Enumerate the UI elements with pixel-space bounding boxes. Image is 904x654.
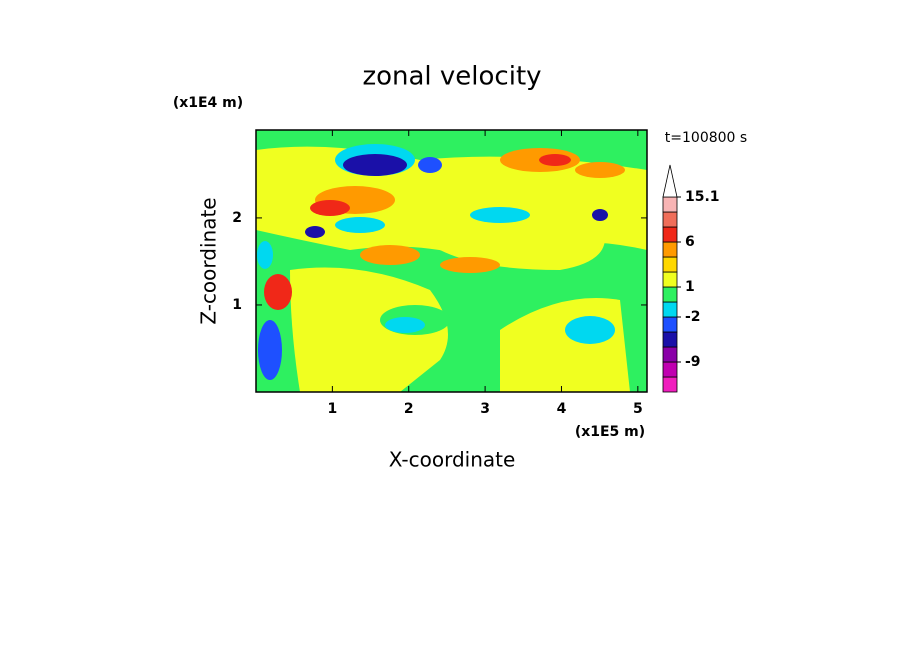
colorbar-tick-label: -9: [685, 354, 701, 370]
colorbar-bin: [662, 286, 678, 303]
y-tick-label: 1: [232, 297, 242, 313]
x-tick-label: 4: [557, 401, 567, 417]
colorbar-bin: [662, 316, 678, 333]
colorbar-bin: [662, 331, 678, 348]
x-tick-label: 5: [633, 401, 643, 417]
chart-title: zonal velocity: [362, 62, 541, 92]
contour-field: [256, 130, 647, 392]
colorbar-bin: [662, 196, 678, 213]
colorbar-bin: [662, 211, 678, 228]
colorbar-bin: [662, 256, 678, 273]
x-tick-label: 1: [327, 401, 337, 417]
x-tick-label: 3: [480, 401, 490, 417]
colorbar-tick-label: 1: [685, 279, 695, 295]
colorbar-bin: [662, 226, 678, 243]
x-tick-label: 2: [404, 401, 414, 417]
plot-frame: [255, 129, 648, 393]
y-unit: (x1E4 m): [173, 95, 243, 111]
colorbar-tick-label: 6: [685, 234, 695, 250]
time-label: t=100800 s: [665, 130, 747, 146]
colorbar-bin: [662, 301, 678, 318]
x-unit: (x1E5 m): [575, 424, 645, 440]
colorbar-extend: [662, 164, 678, 198]
x-axis-label: X-coordinate: [389, 448, 516, 472]
colorbar-tick-label: 15.1: [685, 189, 720, 205]
y-axis-label: Z-coordinate: [197, 197, 221, 324]
y-tick-label: 2: [232, 210, 242, 226]
colorbar-bin: [662, 346, 678, 363]
colorbar-bin: [662, 361, 678, 378]
colorbar-bin: [662, 241, 678, 258]
colorbar-bin: [662, 376, 678, 393]
colorbar-bin: [662, 271, 678, 288]
colorbar-tick-label: -2: [685, 309, 701, 325]
